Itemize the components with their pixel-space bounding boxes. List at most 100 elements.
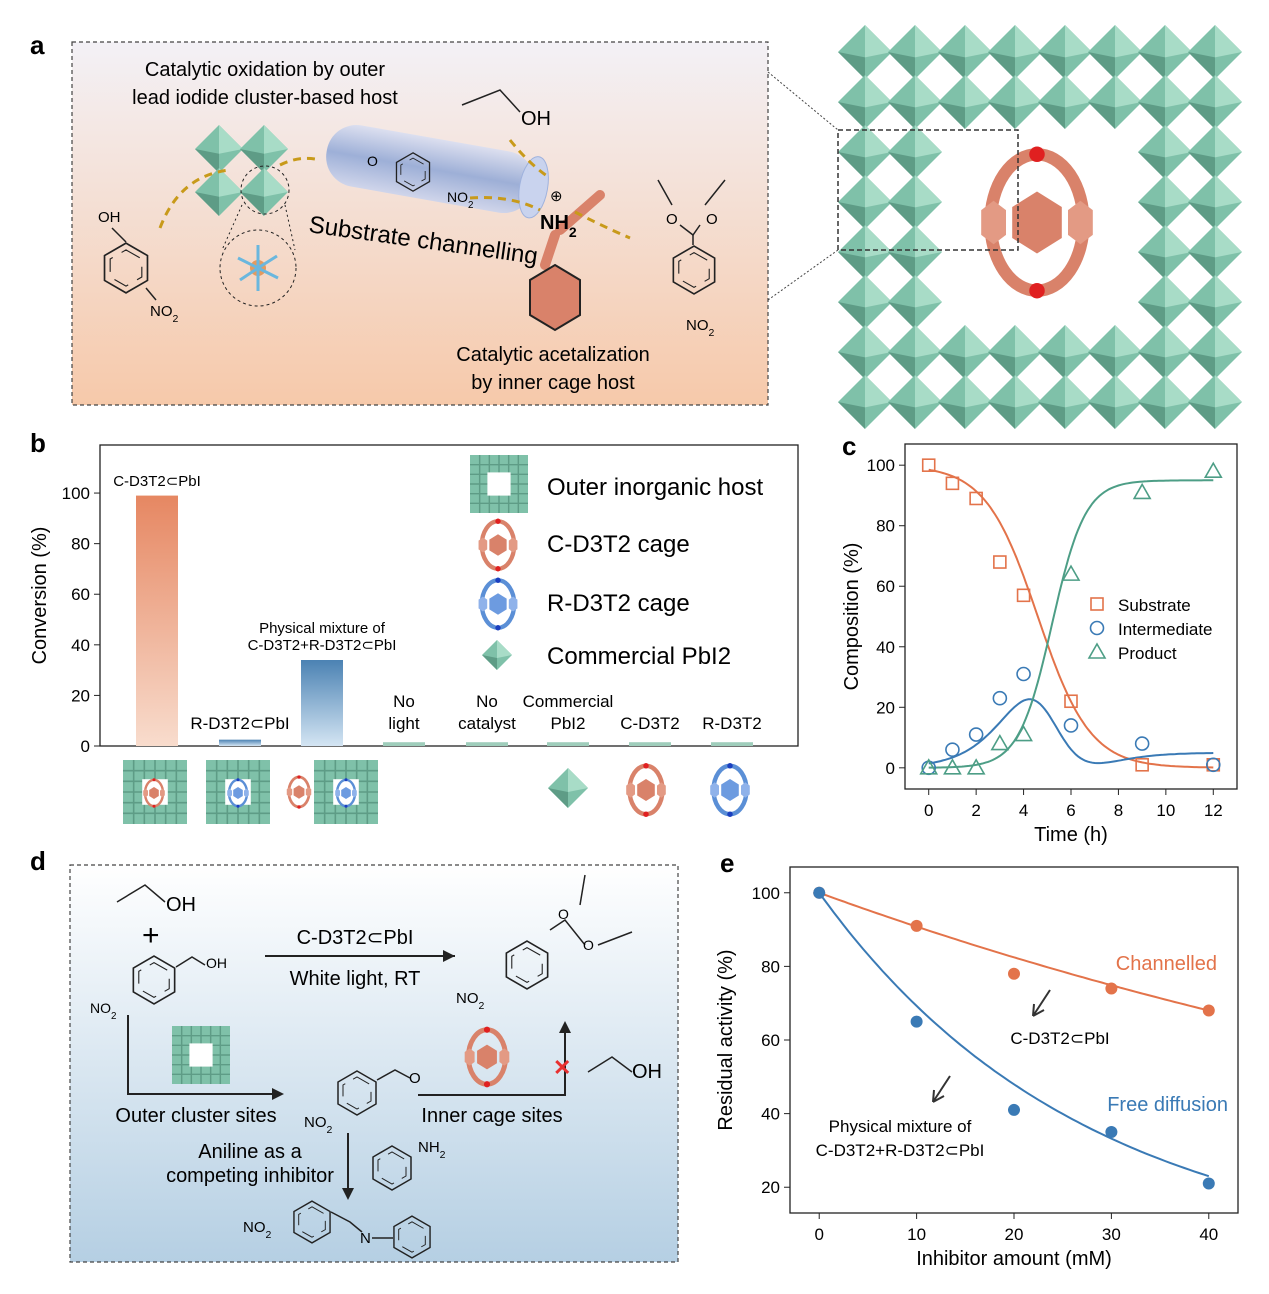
- data-point-substrate: [945, 476, 960, 491]
- legend-label: Substrate: [1118, 596, 1191, 615]
- octahedron-cluster: [1188, 375, 1242, 429]
- bar-label: R-D3T2: [702, 714, 762, 733]
- aniline-nh2: NH2: [418, 1139, 446, 1161]
- data-point-substrate: [969, 491, 983, 506]
- flow-arrow: [574, 210, 631, 240]
- plot-frame: [904, 443, 1238, 790]
- data-point-intermediate: [1205, 757, 1221, 773]
- y-tick-label: 100: [62, 484, 90, 503]
- octahedron-cluster: [888, 175, 942, 229]
- annotation-c-d3t2: C-D3T2⊂PbI: [1010, 1029, 1109, 1048]
- y-axis-label: Conversion (%): [29, 527, 51, 665]
- x-axis-label: Time (h): [1034, 824, 1108, 846]
- octahedron-cluster: [838, 175, 892, 229]
- imine-no2: NO2: [243, 1219, 272, 1241]
- legend-marker: [1090, 597, 1104, 611]
- y-tick-label: 40: [761, 1105, 780, 1124]
- acetal-o1: O: [666, 211, 678, 228]
- blocked-icon: ✕: [553, 1055, 571, 1080]
- aldehyde-o: O: [409, 1070, 421, 1087]
- bar-label-line1: No: [476, 692, 498, 711]
- x-tick-label: 2: [971, 801, 980, 820]
- octahedron-cluster: [838, 225, 892, 279]
- octahedron-cluster: [888, 275, 942, 329]
- x-tick-label: 30: [1102, 1225, 1121, 1244]
- data-point: [813, 886, 826, 899]
- outer-cluster-sites-label: Outer cluster sites: [115, 1105, 276, 1127]
- fit-curve-0: [818, 891, 1210, 1012]
- octahedron-cluster: [1088, 375, 1142, 429]
- octahedron-cluster: [838, 375, 892, 429]
- bar-label-line1: Commercial: [523, 692, 614, 711]
- blue-cage-icon: [710, 763, 750, 817]
- x-tick-label: 40: [1199, 1225, 1218, 1244]
- octahedron-cluster: [888, 225, 942, 279]
- octahedron-cluster: [938, 375, 992, 429]
- flow-arrow: [158, 168, 231, 229]
- data-point-product: [943, 758, 962, 775]
- octahedron-cluster: [1138, 325, 1192, 379]
- bar-label-line1: No: [393, 692, 415, 711]
- octahedron-cluster: [888, 75, 942, 129]
- panel-label-c: c: [842, 431, 856, 461]
- panel-c: c 0 2 4 6 8 10 12 0 20 40 60 80 100 Time (h) Compositi…: [841, 431, 1238, 846]
- acetal-no2: NO2: [456, 990, 485, 1012]
- octahedron-cluster: [988, 25, 1042, 79]
- fit-curve-intermediate: [928, 698, 1214, 765]
- red-cage-icon: [626, 763, 666, 817]
- data-point: [910, 1015, 923, 1028]
- data-point: [1008, 1103, 1020, 1116]
- x-tick-label: 8: [1114, 801, 1123, 820]
- panel-label-e: e: [720, 848, 734, 878]
- bar-0: [136, 495, 178, 746]
- data-point-product: [919, 758, 939, 775]
- octahedron-cluster: [888, 125, 942, 179]
- y-tick-label: 0: [886, 759, 895, 778]
- zoom-guide-line: [767, 71, 839, 131]
- octahedron-cluster: [838, 275, 892, 329]
- fit-curve-1: [818, 892, 1210, 1178]
- octahedron-cluster: [1138, 125, 1192, 179]
- c-d3t2-cage-model: [981, 147, 1093, 299]
- y-tick-label: 80: [71, 535, 90, 554]
- octahedron-icon: [548, 768, 588, 808]
- x-tick-label: 10: [907, 1225, 926, 1244]
- plus-sign: +: [142, 919, 160, 952]
- y-axis-label: Composition (%): [841, 543, 863, 691]
- panel-b: b 0 20 40 60 80 100 Conversion (%) C-D3T2⊂PbI R-…: [29, 428, 799, 824]
- bar-5: [547, 742, 589, 746]
- lead-iodide-cluster: [195, 125, 297, 307]
- zoom-region-box: [837, 129, 1019, 251]
- octahedron-cluster: [838, 25, 892, 79]
- x-tick-label: 0: [814, 1225, 823, 1244]
- inner-host-title-line2: by inner cage host: [471, 372, 635, 394]
- substrate-no2: NO2: [150, 303, 179, 325]
- acetal-o1: O: [558, 906, 569, 922]
- data-point-substrate: [993, 555, 1007, 569]
- c-cage-icon: [285, 775, 313, 809]
- data-point-intermediate: [1063, 718, 1079, 733]
- substrate-oh: OH: [98, 209, 121, 226]
- data-point-intermediate: [968, 727, 984, 742]
- panel-label-a: a: [30, 30, 45, 60]
- octahedron-cluster: [1188, 75, 1242, 129]
- octahedron-cluster: [1188, 175, 1242, 229]
- x-tick-label: 4: [1019, 801, 1028, 820]
- data-point-product: [1061, 564, 1081, 581]
- bar-label-line2: PbI2: [551, 714, 586, 733]
- octahedron-cluster: [1138, 275, 1192, 329]
- octahedron-cluster: [988, 325, 1042, 379]
- catalyst-label: C-D3T2⊂PbI: [297, 927, 414, 949]
- substrate-molecule: OH NO2: [98, 209, 179, 325]
- inhibitor-label-line1: Aniline as a: [198, 1141, 302, 1163]
- y-tick-label: 60: [71, 585, 90, 604]
- annotation-mixture-line2: C-D3T2+R-D3T2⊂PbI: [816, 1141, 985, 1160]
- octahedron-cluster: [1088, 75, 1142, 129]
- octahedron-cluster: [1188, 325, 1242, 379]
- panel-a-frame: [71, 41, 769, 406]
- blocked-ethanol-oh: OH: [632, 1061, 662, 1083]
- panel-d: d OH + OH NO2 C-D3T2⊂PbI White light, RT…: [30, 846, 679, 1263]
- red-cage-icon: [479, 519, 518, 572]
- imine-n: N: [360, 1230, 371, 1247]
